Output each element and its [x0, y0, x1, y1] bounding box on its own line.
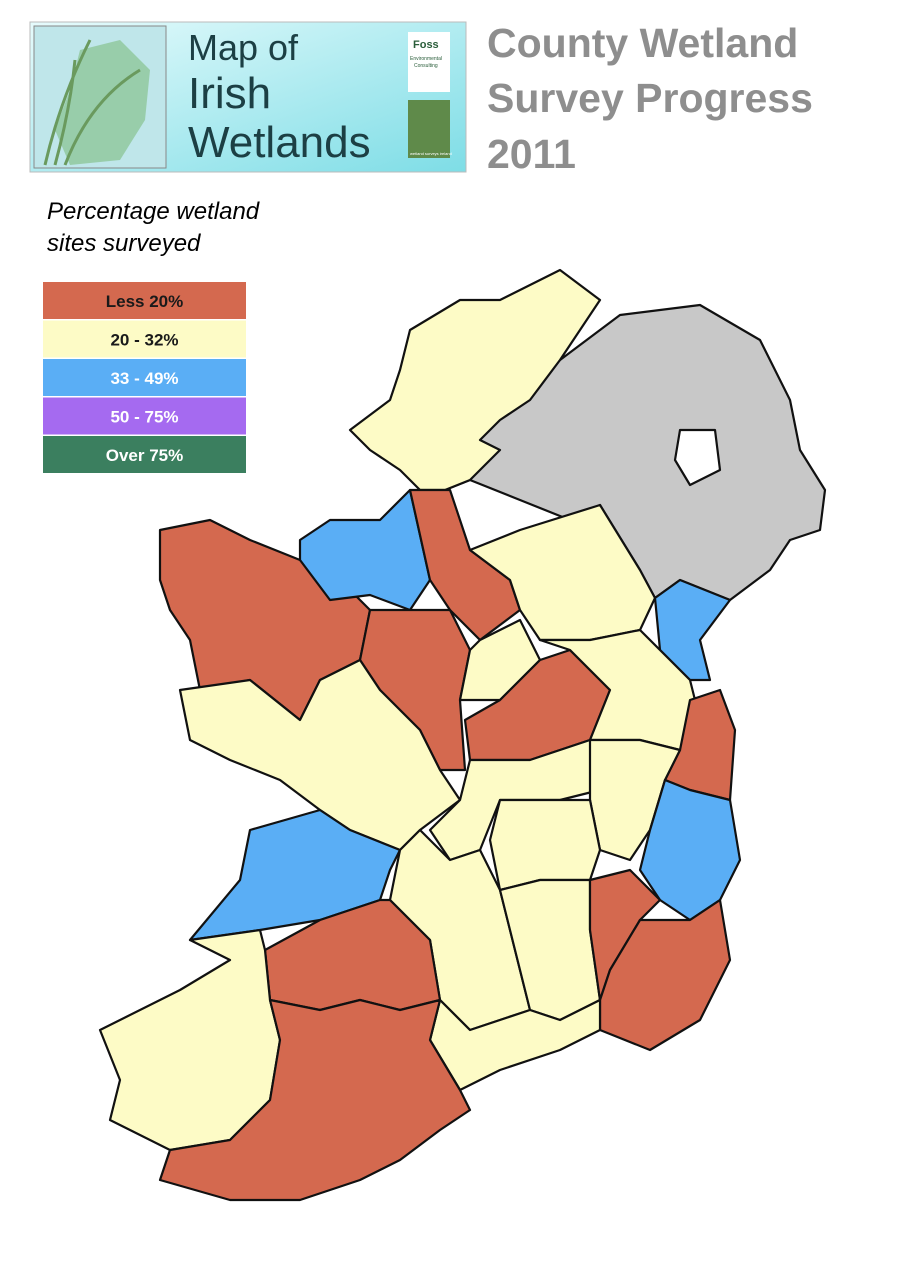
county-map [98, 268, 827, 1202]
legend-swatch [43, 397, 246, 435]
logo-text: Map of [188, 27, 299, 68]
legend-label: 20 - 32% [110, 331, 178, 350]
legend-swatch [43, 320, 246, 358]
legend-label: 33 - 49% [110, 369, 178, 388]
sponsor-sub: Environmental [410, 56, 442, 62]
sponsor-logo [408, 32, 450, 92]
legend-label: Less 20% [106, 292, 184, 311]
title-line: 2011 [487, 131, 576, 177]
title: County Wetland Survey Progress 2011 [487, 20, 813, 177]
legend-label: 50 - 75% [110, 408, 178, 427]
title-line: Survey Progress [487, 75, 813, 121]
legend-swatch [43, 436, 246, 473]
logo-grass [43, 39, 141, 166]
county [298, 488, 432, 612]
logo-text: Irish [188, 69, 271, 118]
legend-title: sites surveyed [47, 230, 201, 257]
county [488, 798, 602, 892]
partner-logo [408, 100, 450, 158]
lake [673, 428, 722, 487]
legend-swatch [43, 282, 246, 319]
county [638, 778, 742, 922]
legend-label: Over 75% [106, 446, 184, 465]
logo: Map of Irish Wetlands Foss Environmental… [29, 21, 467, 173]
logo-text: Wetlands [188, 118, 371, 167]
legend: Less 20% 20 - 32% 33 - 49% 50 - 75% Over 75% [43, 282, 246, 473]
partner-name: wetland surveys ireland [410, 151, 452, 156]
title-line: County Wetland [487, 20, 798, 66]
legend-swatch [43, 359, 246, 396]
legend-title: Percentage wetland [47, 198, 260, 225]
county [158, 998, 472, 1202]
sponsor-name: Foss [413, 39, 439, 51]
sponsor-sub: Consulting [414, 63, 438, 69]
